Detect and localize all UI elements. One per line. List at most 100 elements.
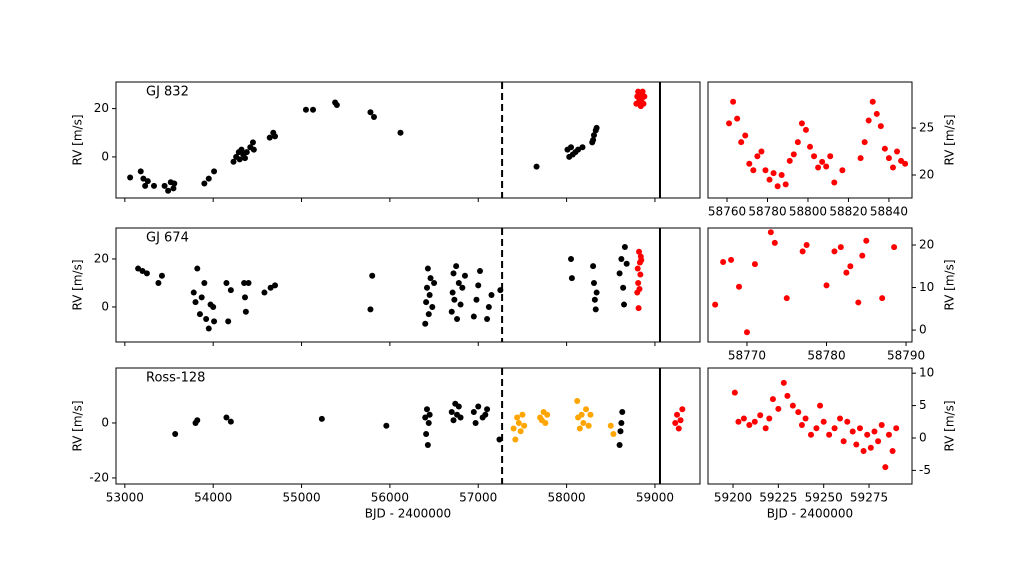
data-point — [482, 411, 489, 418]
data-point — [620, 284, 627, 291]
data-point — [735, 418, 742, 425]
data-point — [616, 270, 623, 277]
data-point — [837, 244, 844, 251]
x-axis-label: BJD - 2400000 — [365, 507, 451, 521]
y-tick-label: 25 — [919, 121, 934, 135]
data-point — [453, 263, 460, 270]
data-point — [461, 272, 468, 279]
data-point — [843, 269, 850, 276]
data-point — [750, 167, 757, 174]
data-point — [369, 272, 376, 279]
data-point — [250, 146, 257, 153]
data-point — [817, 402, 824, 409]
data-point — [423, 284, 430, 291]
data-point — [831, 248, 838, 255]
data-point — [429, 303, 436, 310]
data-point — [230, 158, 237, 165]
x-tick-label: 54000 — [194, 491, 232, 505]
x-tick-label: 58780 — [807, 349, 845, 363]
data-point — [241, 155, 248, 162]
x-tick-label: 59200 — [714, 491, 752, 505]
data-point — [448, 308, 455, 315]
data-point — [223, 279, 230, 286]
x-tick-label: 58770 — [728, 349, 766, 363]
data-point — [211, 318, 218, 325]
data-point — [762, 425, 769, 432]
data-point — [585, 422, 592, 429]
data-point — [450, 417, 457, 424]
x-tick-label: 59000 — [636, 491, 674, 505]
data-point — [477, 267, 484, 274]
plot-frame — [707, 367, 913, 485]
data-point — [726, 120, 733, 127]
data-point — [762, 167, 769, 174]
data-point — [485, 303, 492, 310]
data-point — [475, 282, 482, 289]
data-point — [640, 100, 647, 107]
plot-frame — [115, 227, 701, 343]
data-point — [205, 325, 212, 332]
data-point — [431, 279, 438, 286]
data-point — [641, 93, 648, 100]
data-point — [863, 237, 870, 244]
data-point — [473, 296, 480, 303]
data-point — [617, 428, 624, 435]
plot-frame — [707, 81, 913, 199]
data-point — [867, 444, 874, 451]
data-point — [826, 431, 833, 438]
data-point — [423, 299, 430, 306]
data-point — [639, 88, 646, 95]
data-point — [889, 164, 896, 171]
data-point — [840, 438, 847, 445]
data-point — [675, 425, 682, 432]
data-point — [754, 153, 761, 160]
data-point — [875, 438, 882, 445]
data-point — [751, 418, 758, 425]
data-point — [734, 115, 741, 122]
data-point — [422, 414, 429, 421]
data-point — [241, 279, 248, 286]
data-point — [484, 315, 491, 322]
data-point — [591, 296, 598, 303]
data-point — [150, 182, 157, 189]
data-point — [590, 263, 597, 270]
data-point — [488, 291, 495, 298]
data-point — [873, 110, 880, 117]
panel-label: GJ 832 — [146, 85, 189, 100]
x-tick-label: 53000 — [106, 491, 144, 505]
data-point — [823, 282, 830, 289]
data-point — [367, 109, 374, 116]
data-point — [592, 306, 599, 313]
data-point — [795, 409, 802, 416]
data-point — [757, 412, 764, 419]
data-point — [856, 425, 863, 432]
data-point — [839, 167, 846, 174]
plot-frame — [707, 227, 913, 343]
x-axis-label: BJD - 2400000 — [767, 507, 853, 521]
data-point — [590, 137, 597, 143]
data-point — [820, 418, 827, 425]
data-point — [472, 419, 479, 426]
y-tick-label: 5 — [919, 398, 927, 412]
data-point — [807, 143, 813, 150]
y-axis-label: RV [m/s] — [71, 400, 85, 451]
data-point — [455, 279, 462, 286]
data-point — [367, 306, 374, 313]
x-tick-label: 55000 — [282, 491, 320, 505]
data-point — [837, 415, 844, 422]
data-point — [510, 425, 517, 432]
data-point — [205, 175, 212, 182]
y-tick-label: -5 — [919, 463, 931, 477]
data-point — [859, 252, 866, 259]
data-point — [623, 260, 630, 267]
data-point — [192, 299, 199, 306]
data-point — [782, 181, 789, 188]
data-point — [767, 229, 774, 236]
data-point — [127, 174, 134, 181]
x-tick-label: 58790 — [887, 349, 925, 363]
data-point — [383, 422, 390, 429]
data-point — [578, 411, 585, 418]
x-tick-label: 59275 — [850, 491, 888, 505]
data-point — [245, 279, 252, 286]
plot-frame — [115, 81, 701, 199]
